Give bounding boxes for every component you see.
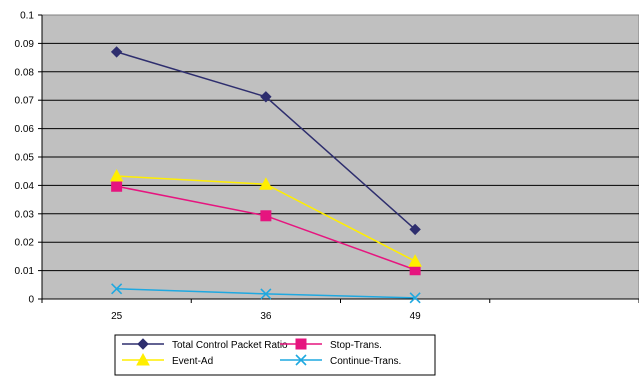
y-tick-label: 0 bbox=[28, 295, 34, 306]
data-point-triangle bbox=[408, 254, 422, 267]
y-tick-label: 0.06 bbox=[15, 124, 35, 135]
data-point-x-stroke bbox=[111, 283, 123, 295]
x-tick-label: 36 bbox=[260, 311, 272, 322]
series-diamond bbox=[110, 46, 421, 236]
data-point-x bbox=[295, 354, 307, 366]
x-axis: 25 36 49 bbox=[41, 298, 639, 322]
data-point-x bbox=[260, 288, 272, 300]
legend-item: Continue-Trans. bbox=[280, 354, 401, 367]
y-tick-label: 0.01 bbox=[15, 266, 35, 277]
y-tick-label: 0.09 bbox=[15, 39, 35, 50]
series-group bbox=[109, 46, 422, 304]
x-tick-label: 25 bbox=[111, 311, 123, 322]
data-point-square bbox=[260, 210, 272, 222]
y-tick-label: 0.04 bbox=[15, 181, 35, 192]
data-point-square bbox=[295, 338, 307, 350]
data-point-diamond bbox=[409, 223, 421, 236]
data-point-triangle bbox=[136, 352, 150, 366]
data-point-triangle bbox=[259, 177, 273, 190]
data-point-square bbox=[111, 180, 123, 192]
data-point-x bbox=[409, 292, 421, 304]
data-point-x bbox=[111, 283, 123, 295]
y-tick-label: 0.07 bbox=[15, 96, 35, 107]
y-tick-label: 0.02 bbox=[15, 238, 35, 249]
data-point-x-stroke bbox=[260, 288, 272, 300]
legend-label: Event-Ad bbox=[172, 356, 213, 367]
y-tick-label: 0.03 bbox=[15, 209, 35, 220]
legend-box bbox=[114, 334, 436, 376]
series-triangle bbox=[109, 168, 422, 267]
data-point-x-stroke bbox=[409, 292, 421, 304]
legend-item: Stop-Trans. bbox=[280, 338, 382, 351]
y-tick-label: 0.05 bbox=[15, 153, 35, 164]
data-point-triangle bbox=[109, 168, 124, 182]
legend-item: Total Control Packet Ratio bbox=[122, 338, 288, 351]
legend: Total Control Packet Ratio Stop-Trans. Eve… bbox=[114, 334, 436, 376]
y-tick-label: 0.08 bbox=[15, 67, 35, 78]
data-point-diamond bbox=[260, 91, 272, 103]
legend-item: Event-Ad bbox=[122, 352, 213, 367]
series-x bbox=[111, 283, 421, 304]
legend-label: Stop-Trans. bbox=[330, 340, 382, 351]
y-axis: 0 0.01 0.02 0.03 0.04 0.05 0.06 0.07 0.08 0.09 0.1 bbox=[15, 11, 43, 306]
y-tick-label: 0.1 bbox=[20, 11, 34, 22]
data-point-diamond bbox=[137, 338, 149, 350]
x-tick-label: 49 bbox=[410, 311, 422, 322]
data-point-diamond bbox=[110, 46, 123, 58]
data-point-x-stroke bbox=[295, 354, 307, 366]
legend-label: Continue-Trans. bbox=[330, 356, 401, 367]
legend-label: Total Control Packet Ratio bbox=[172, 340, 288, 351]
